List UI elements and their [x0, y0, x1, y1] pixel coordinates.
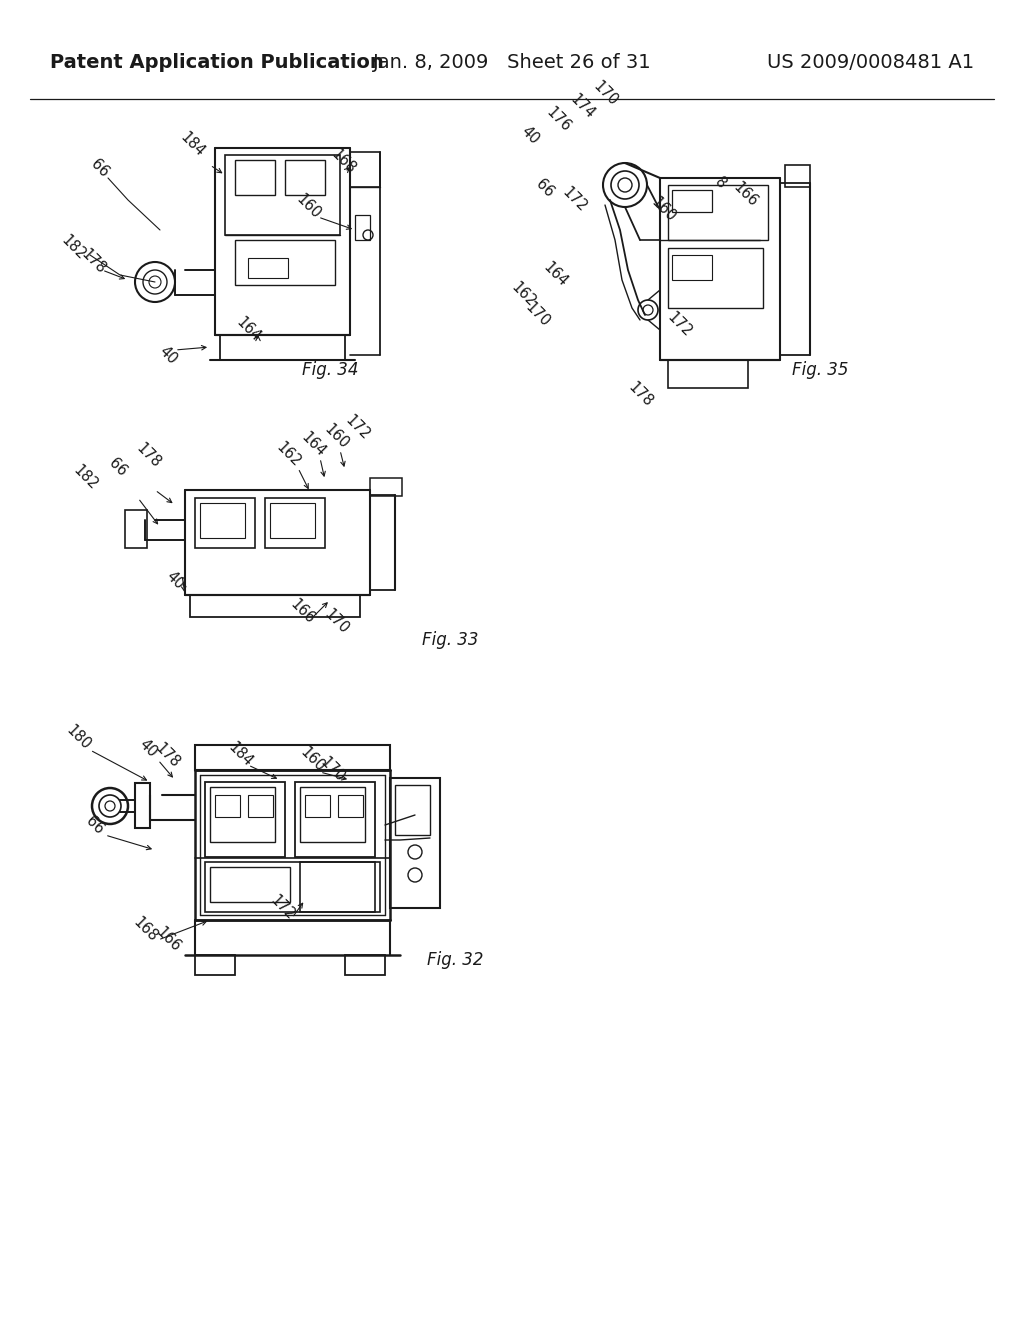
Text: Fig. 32: Fig. 32 — [427, 950, 483, 969]
Text: 40: 40 — [518, 123, 542, 147]
Text: 172: 172 — [268, 892, 298, 923]
Bar — [285, 160, 325, 195]
Text: Fig. 35: Fig. 35 — [792, 360, 848, 379]
Text: 168: 168 — [130, 915, 160, 945]
Bar — [234, 160, 275, 195]
Text: 164: 164 — [540, 260, 570, 290]
Text: 174: 174 — [567, 92, 597, 123]
Bar — [225, 154, 340, 235]
Text: 182: 182 — [57, 232, 88, 263]
Bar — [355, 215, 370, 240]
Bar — [205, 781, 285, 857]
Text: 172: 172 — [560, 185, 590, 215]
Text: Fig. 33: Fig. 33 — [422, 631, 478, 649]
Text: 162: 162 — [272, 440, 303, 470]
Text: 66: 66 — [534, 176, 557, 199]
Text: 184: 184 — [225, 741, 255, 770]
Text: Jan. 8, 2009   Sheet 26 of 31: Jan. 8, 2009 Sheet 26 of 31 — [373, 53, 651, 71]
Text: 170: 170 — [322, 607, 352, 638]
Text: 172: 172 — [343, 413, 373, 444]
Bar — [190, 595, 360, 616]
Bar — [785, 165, 810, 187]
Text: 66: 66 — [88, 156, 112, 180]
Text: 166: 166 — [730, 180, 760, 210]
Text: 164: 164 — [232, 315, 263, 345]
Text: 166: 166 — [153, 925, 183, 956]
Text: 40: 40 — [156, 343, 180, 367]
Bar — [370, 478, 402, 496]
Bar — [248, 795, 273, 817]
Bar — [300, 862, 380, 912]
Bar — [195, 498, 255, 548]
Text: 160: 160 — [321, 422, 351, 453]
Text: US 2009/0008481 A1: US 2009/0008481 A1 — [767, 53, 974, 71]
Text: 178: 178 — [152, 741, 182, 771]
Text: 184: 184 — [177, 129, 207, 160]
Text: 172: 172 — [665, 310, 695, 341]
Text: 160: 160 — [297, 744, 327, 775]
Bar — [295, 781, 375, 857]
Text: 168: 168 — [328, 147, 358, 177]
Bar — [338, 795, 362, 817]
Text: 66: 66 — [83, 813, 106, 837]
Text: 178: 178 — [133, 441, 163, 471]
Bar — [210, 787, 275, 842]
Text: 178: 178 — [78, 247, 109, 277]
Bar — [668, 248, 763, 308]
Text: 170: 170 — [591, 79, 622, 110]
Bar — [205, 862, 375, 912]
Bar — [668, 360, 748, 388]
Bar — [234, 240, 335, 285]
Bar — [125, 510, 147, 548]
Text: 40: 40 — [136, 737, 160, 760]
Text: 170: 170 — [523, 300, 553, 330]
Bar — [345, 954, 385, 975]
Text: 8: 8 — [712, 174, 728, 191]
Text: 164: 164 — [298, 430, 328, 461]
Bar — [270, 503, 315, 539]
Bar — [215, 795, 240, 817]
Text: 160: 160 — [648, 195, 678, 226]
Text: 160: 160 — [293, 191, 324, 222]
Bar — [248, 257, 288, 279]
Text: 170: 170 — [317, 755, 348, 785]
Text: 166: 166 — [287, 597, 317, 627]
Text: 40: 40 — [163, 568, 187, 591]
Text: 180: 180 — [62, 723, 93, 754]
Bar — [390, 777, 440, 908]
Bar — [395, 785, 430, 836]
Bar — [672, 190, 712, 213]
Bar — [672, 255, 712, 280]
Bar — [200, 503, 245, 539]
Bar — [195, 744, 390, 770]
Text: 176: 176 — [543, 104, 573, 135]
Bar — [350, 152, 380, 187]
Bar — [300, 787, 365, 842]
Bar — [210, 867, 290, 902]
Bar — [305, 795, 330, 817]
Text: 162: 162 — [508, 280, 539, 310]
Bar — [668, 185, 768, 240]
Bar — [195, 954, 234, 975]
Bar — [265, 498, 325, 548]
Text: Patent Application Publication: Patent Application Publication — [50, 53, 384, 71]
Text: 178: 178 — [625, 380, 655, 411]
Text: 66: 66 — [106, 455, 130, 479]
Text: 182: 182 — [70, 463, 100, 494]
Text: Fig. 34: Fig. 34 — [302, 360, 358, 379]
Bar — [135, 783, 150, 828]
